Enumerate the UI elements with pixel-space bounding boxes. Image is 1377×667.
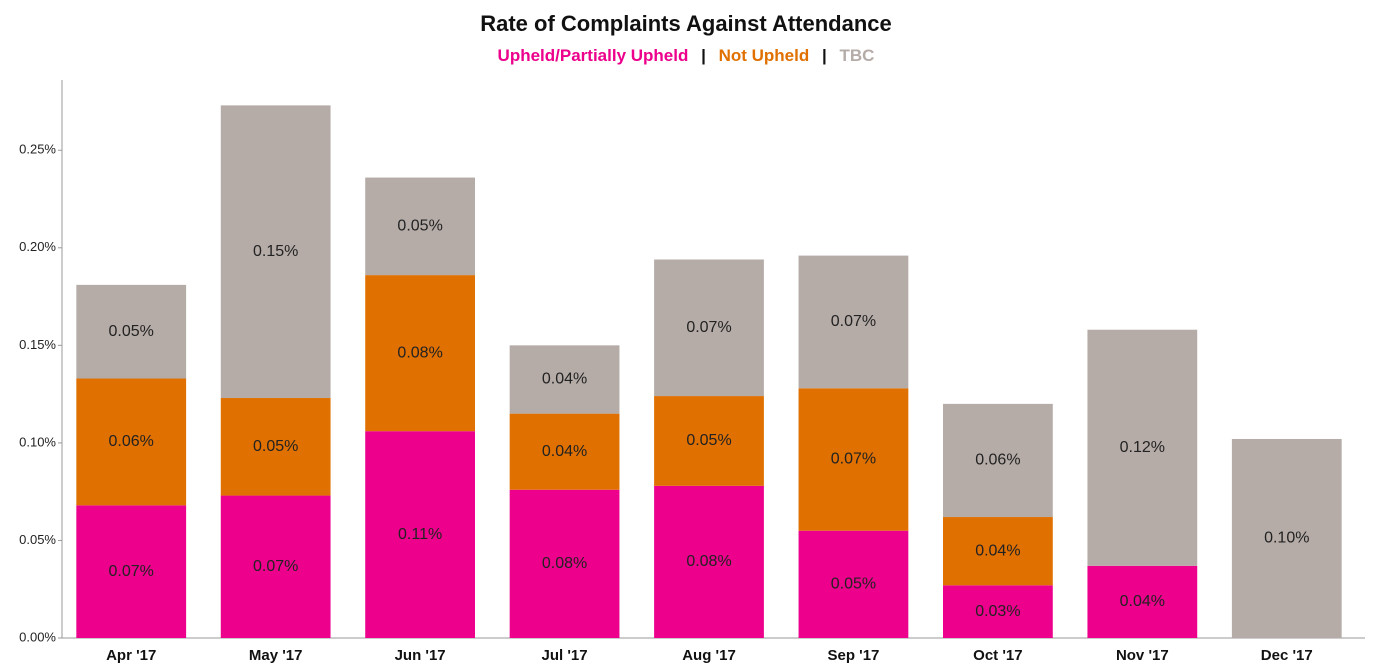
x-tick-label: Oct '17 (973, 647, 1022, 664)
bar-segment (1231, 438, 1342, 638)
value-label: 0.07% (109, 563, 154, 580)
value-label: 0.10% (1264, 530, 1309, 547)
bar-segment (509, 489, 620, 638)
bar-segment (220, 105, 331, 399)
value-label: 0.15% (253, 243, 298, 260)
x-tick-label: Sep '17 (827, 647, 879, 664)
x-tick-label: Jun '17 (395, 647, 446, 664)
value-label: 0.11% (398, 526, 442, 543)
y-tick-label: 0.25% (19, 142, 56, 157)
bar-segment (654, 396, 764, 486)
y-tick-label: 0.00% (19, 629, 56, 644)
y-tick-label: 0.20% (19, 239, 56, 254)
y-tick-label: 0.15% (19, 337, 56, 352)
bar-segment (1087, 565, 1198, 638)
bar-segment (654, 485, 764, 638)
chart-title: Rate of Complaints Against Attendance (480, 11, 892, 36)
bar-segment (798, 530, 909, 638)
value-label: 0.07% (253, 558, 298, 575)
value-label: 0.05% (253, 438, 298, 455)
y-tick-label: 0.05% (19, 532, 56, 547)
bar-segment (365, 177, 475, 276)
bar-segment (943, 403, 1053, 518)
value-label: 0.06% (975, 452, 1020, 469)
bar-segment (220, 495, 331, 638)
legend-separator: | (701, 46, 706, 65)
value-label: 0.05% (686, 432, 731, 449)
value-label: 0.08% (397, 344, 442, 361)
value-label: 0.08% (686, 553, 731, 570)
value-label: 0.04% (1120, 593, 1165, 610)
bar-segment (509, 345, 620, 414)
value-label: 0.04% (542, 443, 587, 460)
value-label: 0.07% (686, 319, 731, 336)
value-label: 0.05% (831, 576, 876, 593)
value-label: 0.07% (831, 313, 876, 330)
bar-segment (365, 431, 475, 638)
bar-segment (509, 413, 620, 490)
bar-segment (76, 378, 187, 506)
bar-segment (943, 517, 1053, 586)
bar-segment (798, 255, 909, 389)
value-label: 0.04% (975, 542, 1020, 559)
x-tick-label: Aug '17 (682, 647, 736, 664)
x-tick-label: Apr '17 (106, 647, 156, 664)
bar-segment (365, 275, 475, 432)
legend-entry: TBC (839, 46, 874, 65)
value-label: 0.07% (831, 451, 876, 468)
bar-segment (654, 259, 764, 397)
value-label: 0.06% (109, 433, 154, 450)
legend-separator: | (822, 46, 827, 65)
x-tick-label: Jul '17 (542, 647, 588, 664)
y-tick-label: 0.10% (19, 434, 56, 449)
value-label: 0.12% (1120, 439, 1165, 456)
value-label: 0.04% (542, 371, 587, 388)
value-label: 0.03% (975, 603, 1020, 620)
legend-entry: Not Upheld (719, 46, 810, 65)
bar-segment (943, 585, 1053, 638)
value-label: 0.05% (397, 218, 442, 235)
bar-segment (220, 398, 331, 496)
bar-segment (1087, 329, 1198, 566)
x-tick-label: May '17 (249, 647, 303, 664)
bar-segment (76, 505, 187, 638)
bar-segment (798, 388, 909, 531)
legend-entry: Upheld/Partially Upheld (498, 46, 689, 65)
value-label: 0.08% (542, 555, 587, 572)
bar-segment (76, 284, 187, 379)
legend: Upheld/Partially Upheld | Not Upheld | T… (498, 46, 875, 65)
x-tick-label: Dec '17 (1261, 647, 1313, 664)
value-label: 0.05% (109, 323, 154, 340)
x-tick-label: Nov '17 (1116, 647, 1169, 664)
